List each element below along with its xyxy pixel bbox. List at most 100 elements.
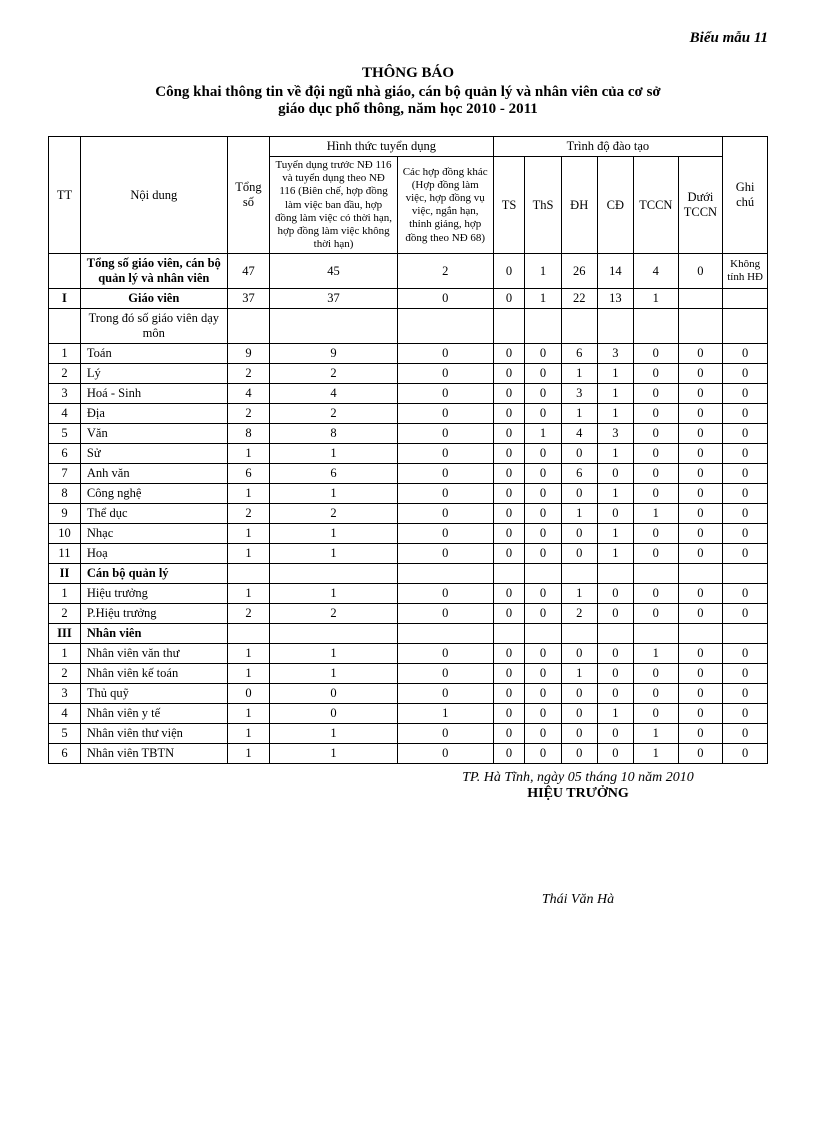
- cell: 1: [227, 584, 270, 604]
- cell: 45: [270, 254, 398, 289]
- cell: 0: [597, 664, 633, 684]
- cell: 3: [561, 384, 597, 404]
- col-td1: Tuyển dụng trước NĐ 116 và tuyển dụng th…: [270, 157, 398, 254]
- cell: 22: [561, 289, 597, 309]
- cell: 1: [270, 744, 398, 764]
- cell: 0: [525, 724, 561, 744]
- cell: 2: [49, 364, 81, 384]
- cell: 1: [227, 444, 270, 464]
- cell: 1: [227, 484, 270, 504]
- table-row: 4Nhân viên y tế1010001000: [49, 704, 768, 724]
- cell: Cán bộ quản lý: [80, 564, 227, 584]
- cell: 0: [525, 644, 561, 664]
- table-row: 5Văn8800143000: [49, 424, 768, 444]
- cell: 0: [397, 544, 493, 564]
- footer-name: Thái Văn Hà: [388, 892, 768, 908]
- cell: 0: [397, 664, 493, 684]
- cell: Hiệu trưởng: [80, 584, 227, 604]
- cell: 0: [397, 504, 493, 524]
- cell: 11: [49, 544, 81, 564]
- cell: 0: [678, 744, 723, 764]
- cell: 1: [227, 664, 270, 684]
- col-tongso: Tổng số: [227, 137, 270, 254]
- cell: 37: [227, 289, 270, 309]
- cell: Trong đó số giáo viên dạy môn: [80, 309, 227, 344]
- cell: Thể dục: [80, 504, 227, 524]
- table-row: 2P.Hiệu trưởng2200020000: [49, 604, 768, 624]
- cell: 0: [678, 664, 723, 684]
- cell: 0: [493, 464, 525, 484]
- cell: 0: [561, 444, 597, 464]
- cell: 1: [561, 364, 597, 384]
- cell: 0: [633, 604, 678, 624]
- cell: 1: [227, 704, 270, 724]
- cell: 13: [597, 289, 633, 309]
- cell: 1: [597, 384, 633, 404]
- cell: 0: [723, 584, 768, 604]
- col-tccn: TCCN: [633, 157, 678, 254]
- cell: 8: [49, 484, 81, 504]
- cell: 1: [597, 364, 633, 384]
- cell: 1: [49, 344, 81, 364]
- cell: 9: [227, 344, 270, 364]
- cell: 0: [493, 584, 525, 604]
- col-cd: CĐ: [597, 157, 633, 254]
- cell: 1: [597, 544, 633, 564]
- cell: 0: [633, 544, 678, 564]
- cell: 0: [678, 584, 723, 604]
- cell: 6: [227, 464, 270, 484]
- cell: 1: [227, 724, 270, 744]
- cell: 0: [678, 524, 723, 544]
- cell: 0: [723, 684, 768, 704]
- cell: 0: [597, 464, 633, 484]
- cell: 0: [561, 684, 597, 704]
- cell: 0: [493, 484, 525, 504]
- cell: 0: [525, 684, 561, 704]
- cell: 0: [397, 464, 493, 484]
- cell: 0: [493, 424, 525, 444]
- cell: 0: [678, 704, 723, 724]
- cell: 0: [561, 744, 597, 764]
- total-row: Tổng số giáo viên, cán bộ quản lý và nhâ…: [49, 254, 768, 289]
- cell: 8: [227, 424, 270, 444]
- table-row: 2Nhân viên kế toán1100010000: [49, 664, 768, 684]
- cell: 0: [633, 424, 678, 444]
- cell: 0: [493, 664, 525, 684]
- cell: 0: [723, 524, 768, 544]
- cell: Nhân viên thư viện: [80, 724, 227, 744]
- cell: 0: [597, 724, 633, 744]
- cell: 0: [633, 404, 678, 424]
- cell: 26: [561, 254, 597, 289]
- table-row: 4Địa2200011000: [49, 404, 768, 424]
- cell: 9: [270, 344, 398, 364]
- cell: 0: [397, 584, 493, 604]
- cell: 1: [597, 524, 633, 544]
- cell: 0: [493, 544, 525, 564]
- cell: Thủ quỹ: [80, 684, 227, 704]
- cell: 0: [678, 544, 723, 564]
- cell: 1: [633, 644, 678, 664]
- cell: 0: [525, 544, 561, 564]
- cell: 0: [678, 684, 723, 704]
- cell: 2: [561, 604, 597, 624]
- cell: 37: [270, 289, 398, 309]
- footer-title: HIỆU TRƯỞNG: [388, 786, 768, 802]
- cell: P.Hiệu trưởng: [80, 604, 227, 624]
- col-ths: ThS: [525, 157, 561, 254]
- cell: 6: [561, 464, 597, 484]
- cell: Nhạc: [80, 524, 227, 544]
- cell: 0: [561, 484, 597, 504]
- table-row: 1Toán9900063000: [49, 344, 768, 364]
- cell: 0: [723, 464, 768, 484]
- table-row: 6Sử1100001000: [49, 444, 768, 464]
- cell: 0: [525, 584, 561, 604]
- cell: Nhân viên TBTN: [80, 744, 227, 764]
- cell: Anh văn: [80, 464, 227, 484]
- cell: 2: [270, 504, 398, 524]
- cell: 0: [633, 344, 678, 364]
- cell: 0: [633, 364, 678, 384]
- cell: 0: [561, 524, 597, 544]
- table-row: 2Lý2200011000: [49, 364, 768, 384]
- cell: Nhân viên y tế: [80, 704, 227, 724]
- cell: 0: [525, 344, 561, 364]
